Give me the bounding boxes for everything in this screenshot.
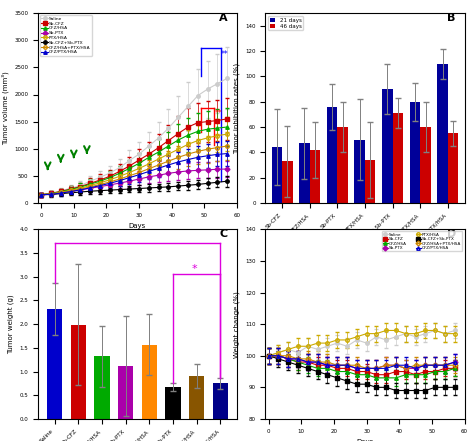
Bar [410, 102, 420, 203]
Bar [142, 344, 157, 419]
Text: D: D [447, 229, 456, 239]
Text: *: * [192, 264, 198, 274]
Bar [282, 161, 292, 203]
Bar [118, 366, 133, 419]
Legend: Saline, Sb-CFZ, CFZ/HSA, Sb-PTX, PTX/HSA, Sb-CFZ+Sb-PTX, CFZ/HSA+PTX/HSA, CFZ/PT: Saline, Sb-CFZ, CFZ/HSA, Sb-PTX, PTX/HSA… [382, 232, 463, 251]
Bar [337, 127, 348, 203]
Bar [71, 325, 86, 419]
Bar [327, 107, 337, 203]
Legend: Saline, Sb-CFZ, CFZ/HSA, Sb-PTX, PTX/HSA, Sb-CFZ+Sb-PTX, CFZ/HSA+PTX/HSA, CFZ/PT: Saline, Sb-CFZ, CFZ/HSA, Sb-PTX, PTX/HSA… [40, 15, 92, 56]
Bar [299, 143, 310, 203]
Bar [355, 140, 365, 203]
Bar [420, 127, 431, 203]
Bar [392, 113, 403, 203]
Bar [272, 147, 282, 203]
Bar [189, 376, 204, 419]
Bar [365, 160, 375, 203]
Y-axis label: Tumor volume (mm³): Tumor volume (mm³) [1, 71, 9, 145]
Text: **: ** [221, 49, 229, 59]
Text: **: ** [214, 109, 222, 118]
Bar [94, 356, 109, 419]
X-axis label: Days: Days [356, 439, 374, 441]
Bar [212, 383, 228, 419]
X-axis label: Days: Days [129, 223, 146, 229]
Bar [47, 309, 63, 419]
Bar [382, 89, 392, 203]
Y-axis label: Tumor inhibition rates (%): Tumor inhibition rates (%) [233, 63, 240, 153]
Bar [165, 387, 181, 419]
Y-axis label: Weight change (%): Weight change (%) [233, 291, 240, 358]
Text: B: B [447, 13, 455, 23]
Text: A: A [219, 13, 228, 23]
Text: C: C [219, 229, 227, 239]
Bar [438, 64, 448, 203]
Bar [448, 133, 458, 203]
Y-axis label: Tumor weight (g): Tumor weight (g) [8, 294, 14, 354]
Bar [310, 150, 320, 203]
Legend: 21 days, 46 days: 21 days, 46 days [268, 16, 303, 30]
